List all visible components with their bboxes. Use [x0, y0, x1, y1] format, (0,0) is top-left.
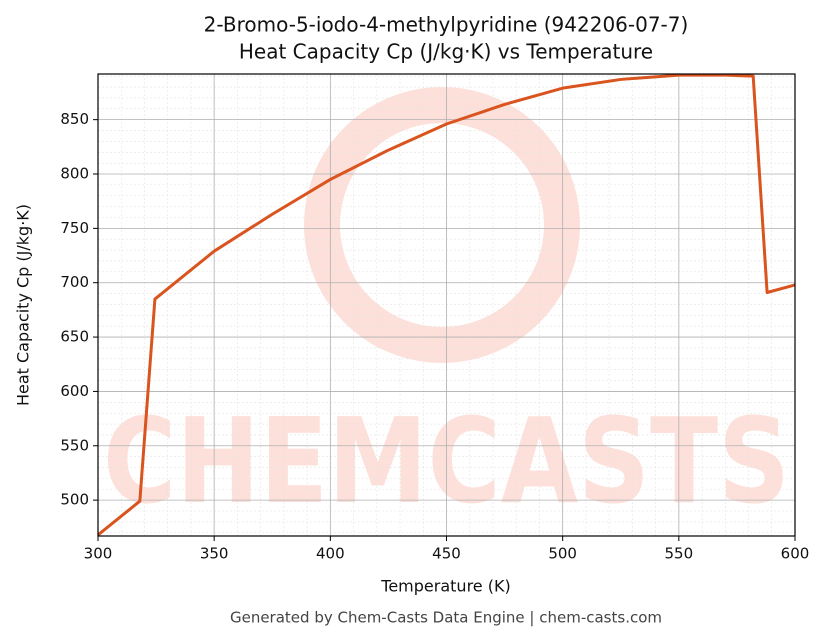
x-tick-label: 550	[665, 545, 694, 563]
y-axis-label: Heat Capacity Cp (J/kg·K)	[14, 204, 33, 406]
y-tick-label: 850	[60, 110, 89, 128]
x-tick-label: 300	[84, 545, 113, 563]
data-line	[97, 73, 796, 537]
y-tick-label: 600	[60, 382, 89, 400]
x-tick-label: 600	[781, 545, 810, 563]
watermark-logo	[304, 87, 580, 363]
x-tick-label: 400	[316, 545, 345, 563]
y-tick-label: 650	[60, 328, 89, 346]
chart-subtitle: Heat Capacity Cp (J/kg·K) vs Temperature	[239, 40, 653, 64]
x-axis-label: Temperature (K)	[380, 577, 510, 596]
y-tick-label: 550	[60, 436, 89, 454]
plot-frame	[97, 73, 796, 537]
y-tick-label: 800	[60, 165, 89, 183]
y-tick-label: 500	[60, 491, 89, 509]
x-tick-label: 450	[432, 545, 461, 563]
y-tick-label: 750	[60, 219, 89, 237]
x-tick-label: 350	[200, 545, 229, 563]
y-tick-label: 700	[60, 273, 89, 291]
footer: Generated by Chem-Casts Data Engine | ch…	[230, 609, 662, 627]
chart-title: 2-Bromo-5-iodo-4-methylpyridine (942206-…	[204, 13, 689, 37]
x-tick-label: 500	[548, 545, 577, 563]
